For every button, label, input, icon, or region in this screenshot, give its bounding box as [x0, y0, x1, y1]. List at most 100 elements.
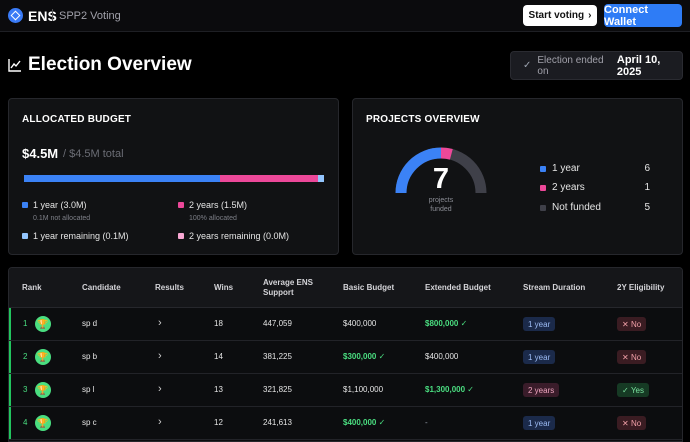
budget-progress-bar	[24, 175, 324, 182]
header-basic-budget[interactable]: Basic Budget	[343, 283, 395, 292]
projects-row-two-years: 2 years 1	[540, 182, 650, 193]
projects-row-not-funded: Not funded 5	[540, 202, 650, 213]
trophy-icon: 🏆	[35, 415, 51, 431]
legend-swatch	[22, 202, 28, 208]
row-basic-budget: $300,000 ✓	[343, 352, 385, 361]
header-candidate[interactable]: Candidate	[82, 283, 121, 292]
header-support[interactable]: Average ENS Support	[263, 278, 313, 298]
row-candidate[interactable]: sp l	[82, 385, 95, 394]
legend-two-years: 2 years (1.5M)	[178, 200, 247, 210]
chevron-right-icon[interactable]: ›	[158, 350, 162, 362]
eligibility-value: No	[630, 319, 642, 329]
table-header: Rank Candidate Results Wins Average ENS …	[9, 268, 682, 308]
row-support: 447,059	[263, 319, 292, 328]
check-icon: ✓	[467, 385, 474, 394]
basic-value: $400,000	[343, 418, 377, 427]
chevron-right-icon[interactable]: ›	[158, 383, 162, 395]
chart-line-icon	[8, 59, 21, 72]
eligibility-badge: ✓ Yes	[617, 383, 649, 397]
row-extended-budget: -	[425, 418, 428, 427]
duration-badge: 1 year	[523, 317, 556, 331]
projects-row-value: 5	[644, 202, 650, 213]
trophy-icon: 🏆	[35, 349, 51, 365]
election-ended-date: April 10, 2025	[616, 53, 661, 78]
legend-label: 2 years (1.5M)	[189, 200, 248, 210]
eligibility-badge: ✕ No	[617, 350, 647, 364]
brand-divider	[52, 9, 53, 21]
x-icon: ✕	[622, 319, 629, 329]
budget-bar-remaining	[317, 175, 324, 182]
check-icon: ✓	[378, 352, 386, 361]
trophy-icon: 🏆	[35, 382, 51, 398]
header-wins[interactable]: Wins	[214, 283, 234, 292]
row-basic-budget: $1,100,000	[343, 385, 384, 394]
projects-row-one-year: 1 year 6	[540, 163, 650, 174]
eligibility-badge: ✕ No	[617, 317, 647, 331]
projects-funded-caption: projects funded	[393, 196, 489, 214]
legend-two-years-note: 100% allocated	[189, 215, 237, 222]
row-rank: 2	[23, 352, 28, 361]
legend-swatch	[540, 165, 546, 172]
connect-wallet-button[interactable]: Connect Wallet	[604, 4, 682, 28]
legend-two-years-remaining: 2 years remaining (0.0M)	[178, 231, 289, 241]
projects-overview-card: PROJECTS OVERVIEW 7 projects funded 1 ye…	[352, 98, 683, 255]
row-candidate[interactable]: sp b	[82, 352, 98, 361]
table-row[interactable]: 1 🏆 sp d › 18 447,059 $400,000 $800,000 …	[9, 308, 682, 341]
check-icon: ✓	[460, 319, 468, 328]
ens-logo-icon[interactable]	[8, 8, 23, 23]
projects-row-label: 2 years	[552, 182, 585, 193]
chevron-right-icon[interactable]: ›	[158, 416, 162, 428]
eligibility-value: No	[630, 418, 642, 428]
legend-swatch	[540, 184, 546, 191]
legend-one-year: 1 year (3.0M)	[22, 200, 87, 210]
row-wins: 18	[214, 319, 223, 328]
top-nav: ENS SPP2 Voting Start voting › Connect W…	[0, 0, 690, 32]
allocated-budget-title: ALLOCATED BUDGET	[22, 114, 132, 125]
projects-row-label: Not funded	[552, 202, 601, 213]
row-wins: 13	[214, 385, 223, 394]
row-rank: 1	[23, 319, 28, 328]
eligibility-value: No	[630, 352, 642, 362]
extended-value: $800,000	[425, 319, 459, 328]
chevron-right-icon[interactable]: ›	[158, 317, 162, 329]
duration-badge: 1 year	[523, 350, 556, 364]
table-row[interactable]: 4 🏆 sp c › 12 241,613 $400,000 ✓ - 1 yea…	[9, 407, 682, 440]
x-icon: ✕	[622, 352, 629, 362]
legend-label: 1 year (3.0M)	[33, 200, 87, 210]
row-support: 241,613	[263, 418, 292, 427]
header-support-line: Average ENS	[263, 278, 313, 287]
results-table: Rank Candidate Results Wins Average ENS …	[8, 267, 683, 442]
projects-row-label: 1 year	[552, 163, 580, 174]
legend-label: 2 years remaining (0.0M)	[189, 231, 290, 241]
row-basic-budget: $400,000	[343, 319, 377, 328]
row-extended-budget: $800,000 ✓	[425, 319, 467, 328]
eligibility-value: Yes	[630, 385, 644, 395]
header-extended-budget[interactable]: Extended Budget	[425, 283, 491, 292]
row-candidate[interactable]: sp c	[82, 418, 97, 427]
x-icon: ✕	[622, 418, 629, 428]
row-wins: 12	[214, 418, 223, 427]
budget-bar-two-years	[219, 175, 318, 182]
chevron-right-icon: ›	[588, 10, 592, 21]
header-rank[interactable]: Rank	[22, 283, 42, 292]
start-voting-button[interactable]: Start voting ›	[523, 5, 597, 26]
table-row[interactable]: 3 🏆 sp l › 13 321,825 $1,100,000 $1,300,…	[9, 374, 682, 407]
election-status-badge: ✓ Election ended on April 10, 2025	[510, 51, 683, 80]
trophy-icon: 🏆	[35, 316, 51, 332]
header-results[interactable]: Results	[155, 283, 184, 292]
allocated-budget-card: ALLOCATED BUDGET $4.5M / $4.5M total 1 y…	[8, 98, 339, 255]
row-extended-budget: $1,300,000 ✓	[425, 385, 474, 394]
check-icon: ✓	[378, 418, 386, 427]
app-subtitle: SPP2 Voting	[59, 10, 121, 22]
projects-overview-title: PROJECTS OVERVIEW	[366, 114, 480, 125]
check-icon: ✓	[622, 385, 629, 395]
table-row[interactable]: 2 🏆 sp b › 14 381,225 $300,000 ✓ $400,00…	[9, 341, 682, 374]
row-candidate[interactable]: sp d	[82, 319, 98, 328]
header-stream-duration[interactable]: Stream Duration	[523, 283, 586, 292]
gauge-segment-one-year	[395, 147, 442, 194]
header-eligibility[interactable]: 2Y Eligibility	[617, 283, 665, 292]
row-support: 321,825	[263, 385, 292, 394]
start-voting-label: Start voting	[528, 10, 585, 21]
brand-name[interactable]: ENS	[28, 8, 57, 24]
caption-line: funded	[430, 206, 452, 213]
